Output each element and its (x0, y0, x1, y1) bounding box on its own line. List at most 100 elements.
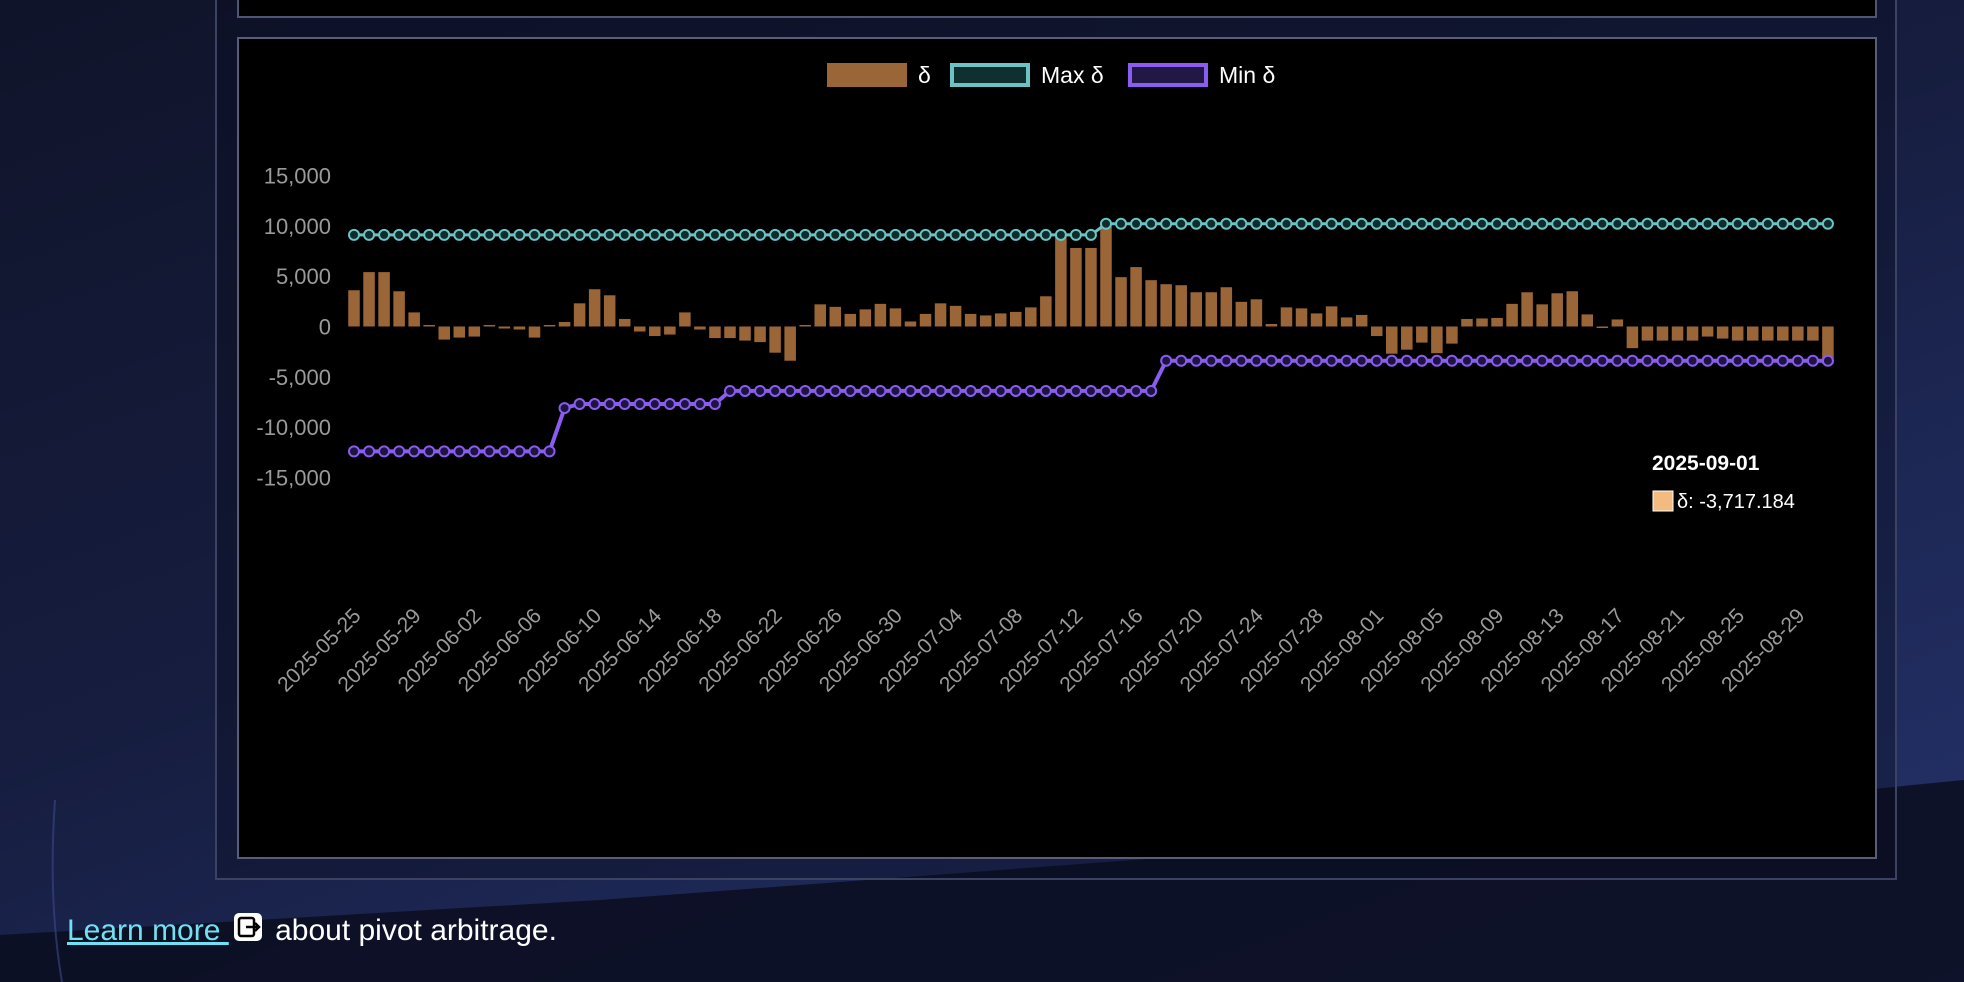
line-point (1039, 384, 1052, 397)
line-point (1596, 217, 1609, 230)
line-point (814, 228, 827, 241)
delta-chart-svg[interactable]: δ Max δ Min δ 15,000 10,000 5,000 0 -5,000 -10,… (239, 39, 1875, 857)
line-point (648, 398, 661, 411)
line-point (1370, 217, 1383, 230)
chart-legend[interactable]: δ Max δ Min δ (827, 62, 1275, 88)
line-point (423, 228, 436, 241)
delta-bar (1145, 280, 1157, 327)
line-point (1476, 354, 1488, 367)
line-point (588, 398, 601, 411)
delta-bar (859, 309, 872, 327)
line-point (1731, 217, 1744, 230)
delta-bar (1777, 326, 1789, 341)
line-point (378, 445, 391, 458)
line-point (663, 398, 676, 411)
line-point (1145, 217, 1158, 230)
delta-bar (1536, 304, 1548, 327)
line-point (528, 445, 541, 458)
line-point (1220, 354, 1233, 367)
delta-bar (438, 326, 450, 340)
line-point (979, 228, 992, 241)
delta-bar (1521, 292, 1533, 327)
line-point (408, 445, 421, 458)
delta-bar (889, 308, 902, 327)
line-point (453, 228, 466, 241)
delta-bar (363, 272, 375, 327)
y-tick-label: -15,000 (256, 466, 331, 491)
line-point (1250, 354, 1263, 367)
line-point (739, 384, 752, 397)
line-point (1731, 354, 1744, 367)
delta-bar (1040, 296, 1052, 327)
line-point (1521, 217, 1534, 230)
delta-bar (694, 326, 706, 330)
learn-more-link[interactable]: Learn more (67, 914, 229, 947)
line-point (1641, 217, 1654, 230)
line-point (754, 228, 767, 241)
line-point (543, 228, 556, 241)
delta-bar (573, 303, 586, 327)
line-point (799, 384, 812, 397)
line-point (1024, 384, 1037, 397)
line-point (1190, 217, 1203, 230)
delta-bar (1656, 326, 1669, 341)
y-tick-label: -10,000 (256, 415, 331, 440)
line-point (513, 445, 526, 458)
line-point (1205, 217, 1218, 230)
line-point (889, 228, 902, 241)
legend-swatch-max-delta (950, 63, 1030, 87)
line-point (799, 228, 812, 241)
line-point (468, 445, 481, 458)
delta-bar (979, 315, 992, 327)
line-point (964, 384, 977, 397)
line-point (1506, 217, 1519, 230)
line-point (1536, 217, 1549, 230)
delta-bar (919, 313, 932, 327)
line-point (1686, 217, 1699, 230)
delta-bar (528, 326, 541, 338)
delta-bar (1746, 326, 1759, 341)
line-point (708, 398, 721, 411)
delta-bar (1731, 326, 1744, 341)
delta-bar (1566, 291, 1578, 327)
delta-bar (1190, 292, 1202, 327)
line-point (1445, 354, 1458, 367)
delta-bars (348, 223, 1834, 364)
line-point (438, 228, 451, 241)
line-point (784, 384, 797, 397)
line-point (1821, 354, 1834, 367)
line-point (1626, 354, 1639, 367)
delta-bar (1100, 223, 1112, 327)
line-point (1069, 384, 1082, 397)
line-point (1671, 217, 1684, 230)
external-link-icon[interactable] (233, 912, 263, 942)
line-point (1716, 354, 1729, 367)
delta-bar (1205, 292, 1218, 327)
line-point (1130, 217, 1143, 230)
footer-rest-text: about pivot arbitrage. (266, 914, 557, 947)
delta-bar (1807, 326, 1819, 341)
line-point (708, 228, 721, 241)
line-point (1611, 217, 1624, 230)
delta-bar (1115, 277, 1127, 327)
line-point (693, 398, 706, 411)
line-point (1310, 354, 1323, 367)
delta-bar (1686, 326, 1699, 341)
line-point (1761, 354, 1774, 367)
y-tick-label: 15,000 (264, 163, 331, 188)
previous-chart-bottom (237, 0, 1877, 18)
delta-bar (829, 306, 842, 327)
line-point (618, 228, 631, 241)
line-point (814, 384, 827, 397)
delta-bar (1070, 247, 1082, 327)
line-point (1671, 354, 1684, 367)
line-point (1325, 217, 1338, 230)
line-point (769, 384, 782, 397)
line-point (483, 445, 496, 458)
delta-bar (483, 324, 496, 327)
line-point (979, 384, 992, 397)
line-point (348, 228, 360, 241)
line-point (453, 445, 466, 458)
delta-chart[interactable]: δ Max δ Min δ 15,000 10,000 5,000 0 -5,000 -10,… (237, 37, 1877, 859)
line-point (468, 228, 481, 241)
